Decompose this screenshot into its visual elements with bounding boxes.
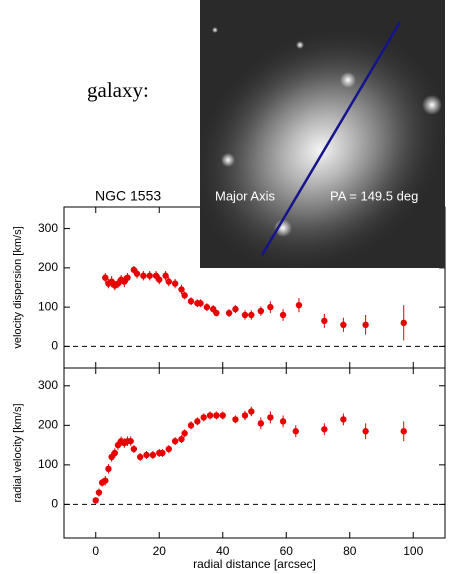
image-label: Major Axis [215,188,275,203]
data-point [133,270,141,277]
data-point [248,408,255,415]
data-point [137,453,144,461]
data-point [295,301,303,309]
data-point [162,272,169,279]
data-point [156,276,163,283]
data-point [225,309,233,317]
data-point [203,303,211,311]
data-point [321,317,328,325]
y-tick-label: 100 [38,299,58,313]
data-point [165,445,172,453]
y-tick-label: 0 [51,497,58,511]
data-point [232,416,239,423]
data-point [321,426,328,433]
star [221,153,235,167]
x-tick-label: 60 [280,544,294,558]
data-point [241,311,249,319]
data-point [149,451,157,459]
data-point [187,422,195,429]
data-point [213,309,220,317]
star [422,95,442,115]
galaxy-image: Major Axis PA = 149.5 deg [200,0,445,268]
data-point [257,420,265,427]
data-point [219,412,226,419]
data-point [267,414,274,421]
image-label: PA = 149.5 deg [330,188,418,203]
data-point [400,319,407,327]
data-point [165,278,172,285]
x-tick-label: 0 [92,544,99,558]
y-tick-label: 300 [38,378,58,392]
data-point [181,430,188,437]
data-point [362,428,369,435]
data-point [197,300,204,307]
major-axis-line [260,21,402,256]
y-axis-label: velocity dispersion [km/s] [12,226,24,348]
data-point [95,489,103,496]
y-tick-label: 200 [38,417,58,431]
panel-frame [63,367,446,539]
data-point [143,451,150,459]
data-point [200,414,207,421]
data-point [257,307,265,315]
data-point [213,412,220,419]
x-tick-label: 80 [343,544,357,558]
data-point [340,321,347,329]
star [274,219,292,237]
x-tick-label: 20 [153,544,167,558]
star [296,41,304,49]
data-point [171,280,179,287]
data-point [194,418,201,425]
x-axis-label: radial distance [arcsec] [193,557,316,571]
y-tick-label: 0 [51,339,58,353]
panel-title: NGC 1553 [95,188,161,204]
x-tick-label: 100 [403,544,423,558]
data-point [248,311,255,319]
y-axis-label: radial velocity [km/s] [12,403,24,502]
data-point [181,292,188,299]
x-tick-label: 40 [216,544,230,558]
data-point [92,497,99,504]
data-point [105,465,112,473]
data-point [140,272,147,279]
data-point [241,412,249,419]
data-point [146,272,153,279]
data-point [400,428,407,435]
data-point [171,437,179,445]
data-point [178,435,185,443]
data-point [279,311,287,319]
y-tick-label: 200 [38,260,58,274]
data-point [292,428,299,435]
data-point [206,412,214,419]
data-point [127,437,134,445]
data-point [124,274,131,281]
galaxy-glow [200,24,445,268]
data-point [102,274,109,281]
data-point [340,416,347,423]
intro-text: galaxy: [87,78,149,102]
data-point [187,298,195,305]
data-point [362,321,369,329]
data-point [178,286,185,293]
data-point [111,449,119,457]
data-point [130,445,138,453]
data-point [279,418,287,425]
y-tick-label: 300 [38,221,58,235]
star [340,72,356,88]
data-point [102,477,109,484]
star [212,27,218,33]
data-point [159,449,166,457]
y-tick-label: 100 [38,457,58,471]
data-point [267,303,274,311]
data-point [232,305,239,313]
